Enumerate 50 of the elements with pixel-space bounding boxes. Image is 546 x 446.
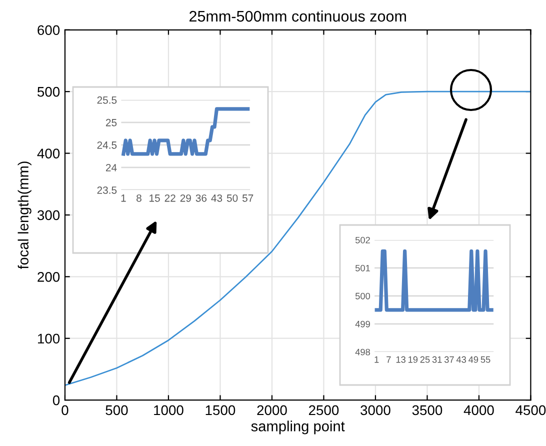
chart-title: 25mm-500mm continuous zoom <box>190 10 406 22</box>
y-tick-label: 0 <box>52 395 60 406</box>
y-tick-label: 501 <box>355 264 370 272</box>
x-tick-label: 1 <box>374 356 379 363</box>
x-tick-label: 4500 <box>516 405 546 416</box>
x-tick-label: 49 <box>468 356 478 363</box>
y-tick-label: 25 <box>106 118 117 126</box>
x-tick-label: 50 <box>226 194 238 202</box>
y-tick-label: 100 <box>38 334 60 344</box>
x-tick-label: 7 <box>386 356 391 363</box>
y-tick-label: 25.5 <box>97 96 117 104</box>
x-tick-label: 1500 <box>206 405 236 416</box>
x-tick-label: 15 <box>150 194 160 202</box>
x-tick-label: 1 <box>121 194 126 202</box>
y-tick-label: 24.5 <box>97 141 117 149</box>
x-tick-label: 43 <box>456 356 466 363</box>
x-tick-label: 37 <box>444 356 454 363</box>
x-tick-label: 36 <box>196 194 207 202</box>
x-tick-label: 29 <box>180 194 191 202</box>
line-series <box>64 90 531 386</box>
x-tick-label: 2500 <box>308 405 339 416</box>
y-tick-label: 24 <box>106 164 117 172</box>
x-tick-label: 3500 <box>412 405 442 416</box>
x-tick-label: 0 <box>62 405 68 416</box>
y-tick-label: 400 <box>37 148 60 158</box>
x-tick-label: 2000 <box>257 405 287 416</box>
x-tick-label: 3000 <box>360 405 390 416</box>
line-series <box>122 107 250 156</box>
x-tick-label: 57 <box>242 194 254 202</box>
x-tick-label: 25 <box>420 356 430 363</box>
y-tick-label: 500 <box>355 292 370 300</box>
x-axis-title: sampling point <box>251 420 345 434</box>
x-tick-label: 13 <box>396 356 406 363</box>
y-tick-label: 498 <box>355 348 370 356</box>
y-tick-label: 502 <box>355 236 370 244</box>
y-tick-label: 499 <box>355 320 370 328</box>
y-tick-label: 200 <box>38 272 60 282</box>
x-tick-label: 43 <box>211 194 222 202</box>
y-tick-label: 300 <box>37 210 60 220</box>
x-tick-label: 19 <box>408 356 418 363</box>
y-tick-label: 600 <box>38 25 60 36</box>
x-tick-label: 22 <box>164 194 176 202</box>
y-tick-label: 23.5 <box>97 186 117 194</box>
x-tick-label: 31 <box>432 356 442 363</box>
x-tick-label: 55 <box>480 356 490 363</box>
x-tick-label: 1000 <box>154 405 184 416</box>
x-tick-label: 4000 <box>464 405 494 416</box>
x-tick-label: 8 <box>136 194 142 202</box>
y-axis-title: focal length(mm) <box>18 162 32 270</box>
y-tick-label: 500 <box>38 86 60 97</box>
